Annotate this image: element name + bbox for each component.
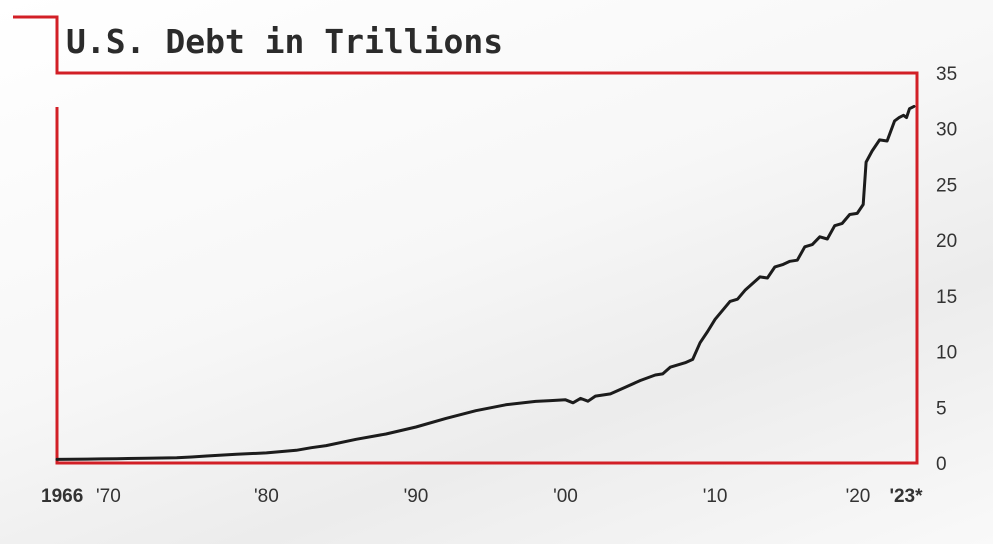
y-tick-label: 10 xyxy=(936,343,957,364)
y-tick-label: 15 xyxy=(936,287,957,308)
x-tick-label: 1966 xyxy=(41,486,83,507)
y-tick-label: 30 xyxy=(936,120,957,141)
x-tick-label: '80 xyxy=(254,486,279,507)
x-tick-label: '20 xyxy=(846,486,871,507)
x-tick-label: '10 xyxy=(703,486,728,507)
chart-frame xyxy=(13,15,919,465)
x-tick-label: '70 xyxy=(96,486,121,507)
y-tick-label: 5 xyxy=(936,398,947,419)
debt-line-series xyxy=(55,104,916,461)
y-tick-label: 35 xyxy=(936,64,957,85)
x-tick-label: '23* xyxy=(889,486,923,507)
y-axis-tick-labels: 0 5 10 15 20 25 30 35 xyxy=(936,64,957,475)
y-tick-label: 20 xyxy=(936,231,957,252)
y-tick-label: 0 xyxy=(936,454,947,475)
x-tick-label: '00 xyxy=(553,486,578,507)
chart-title: U.S. Debt in Trillions xyxy=(66,22,503,61)
y-tick-label: 25 xyxy=(936,175,957,196)
frame-border xyxy=(13,15,919,465)
x-axis-tick-labels: 1966 '70 '80 '90 '00 '10 '20 '23* xyxy=(41,486,923,507)
x-tick-label: '90 xyxy=(404,486,429,507)
